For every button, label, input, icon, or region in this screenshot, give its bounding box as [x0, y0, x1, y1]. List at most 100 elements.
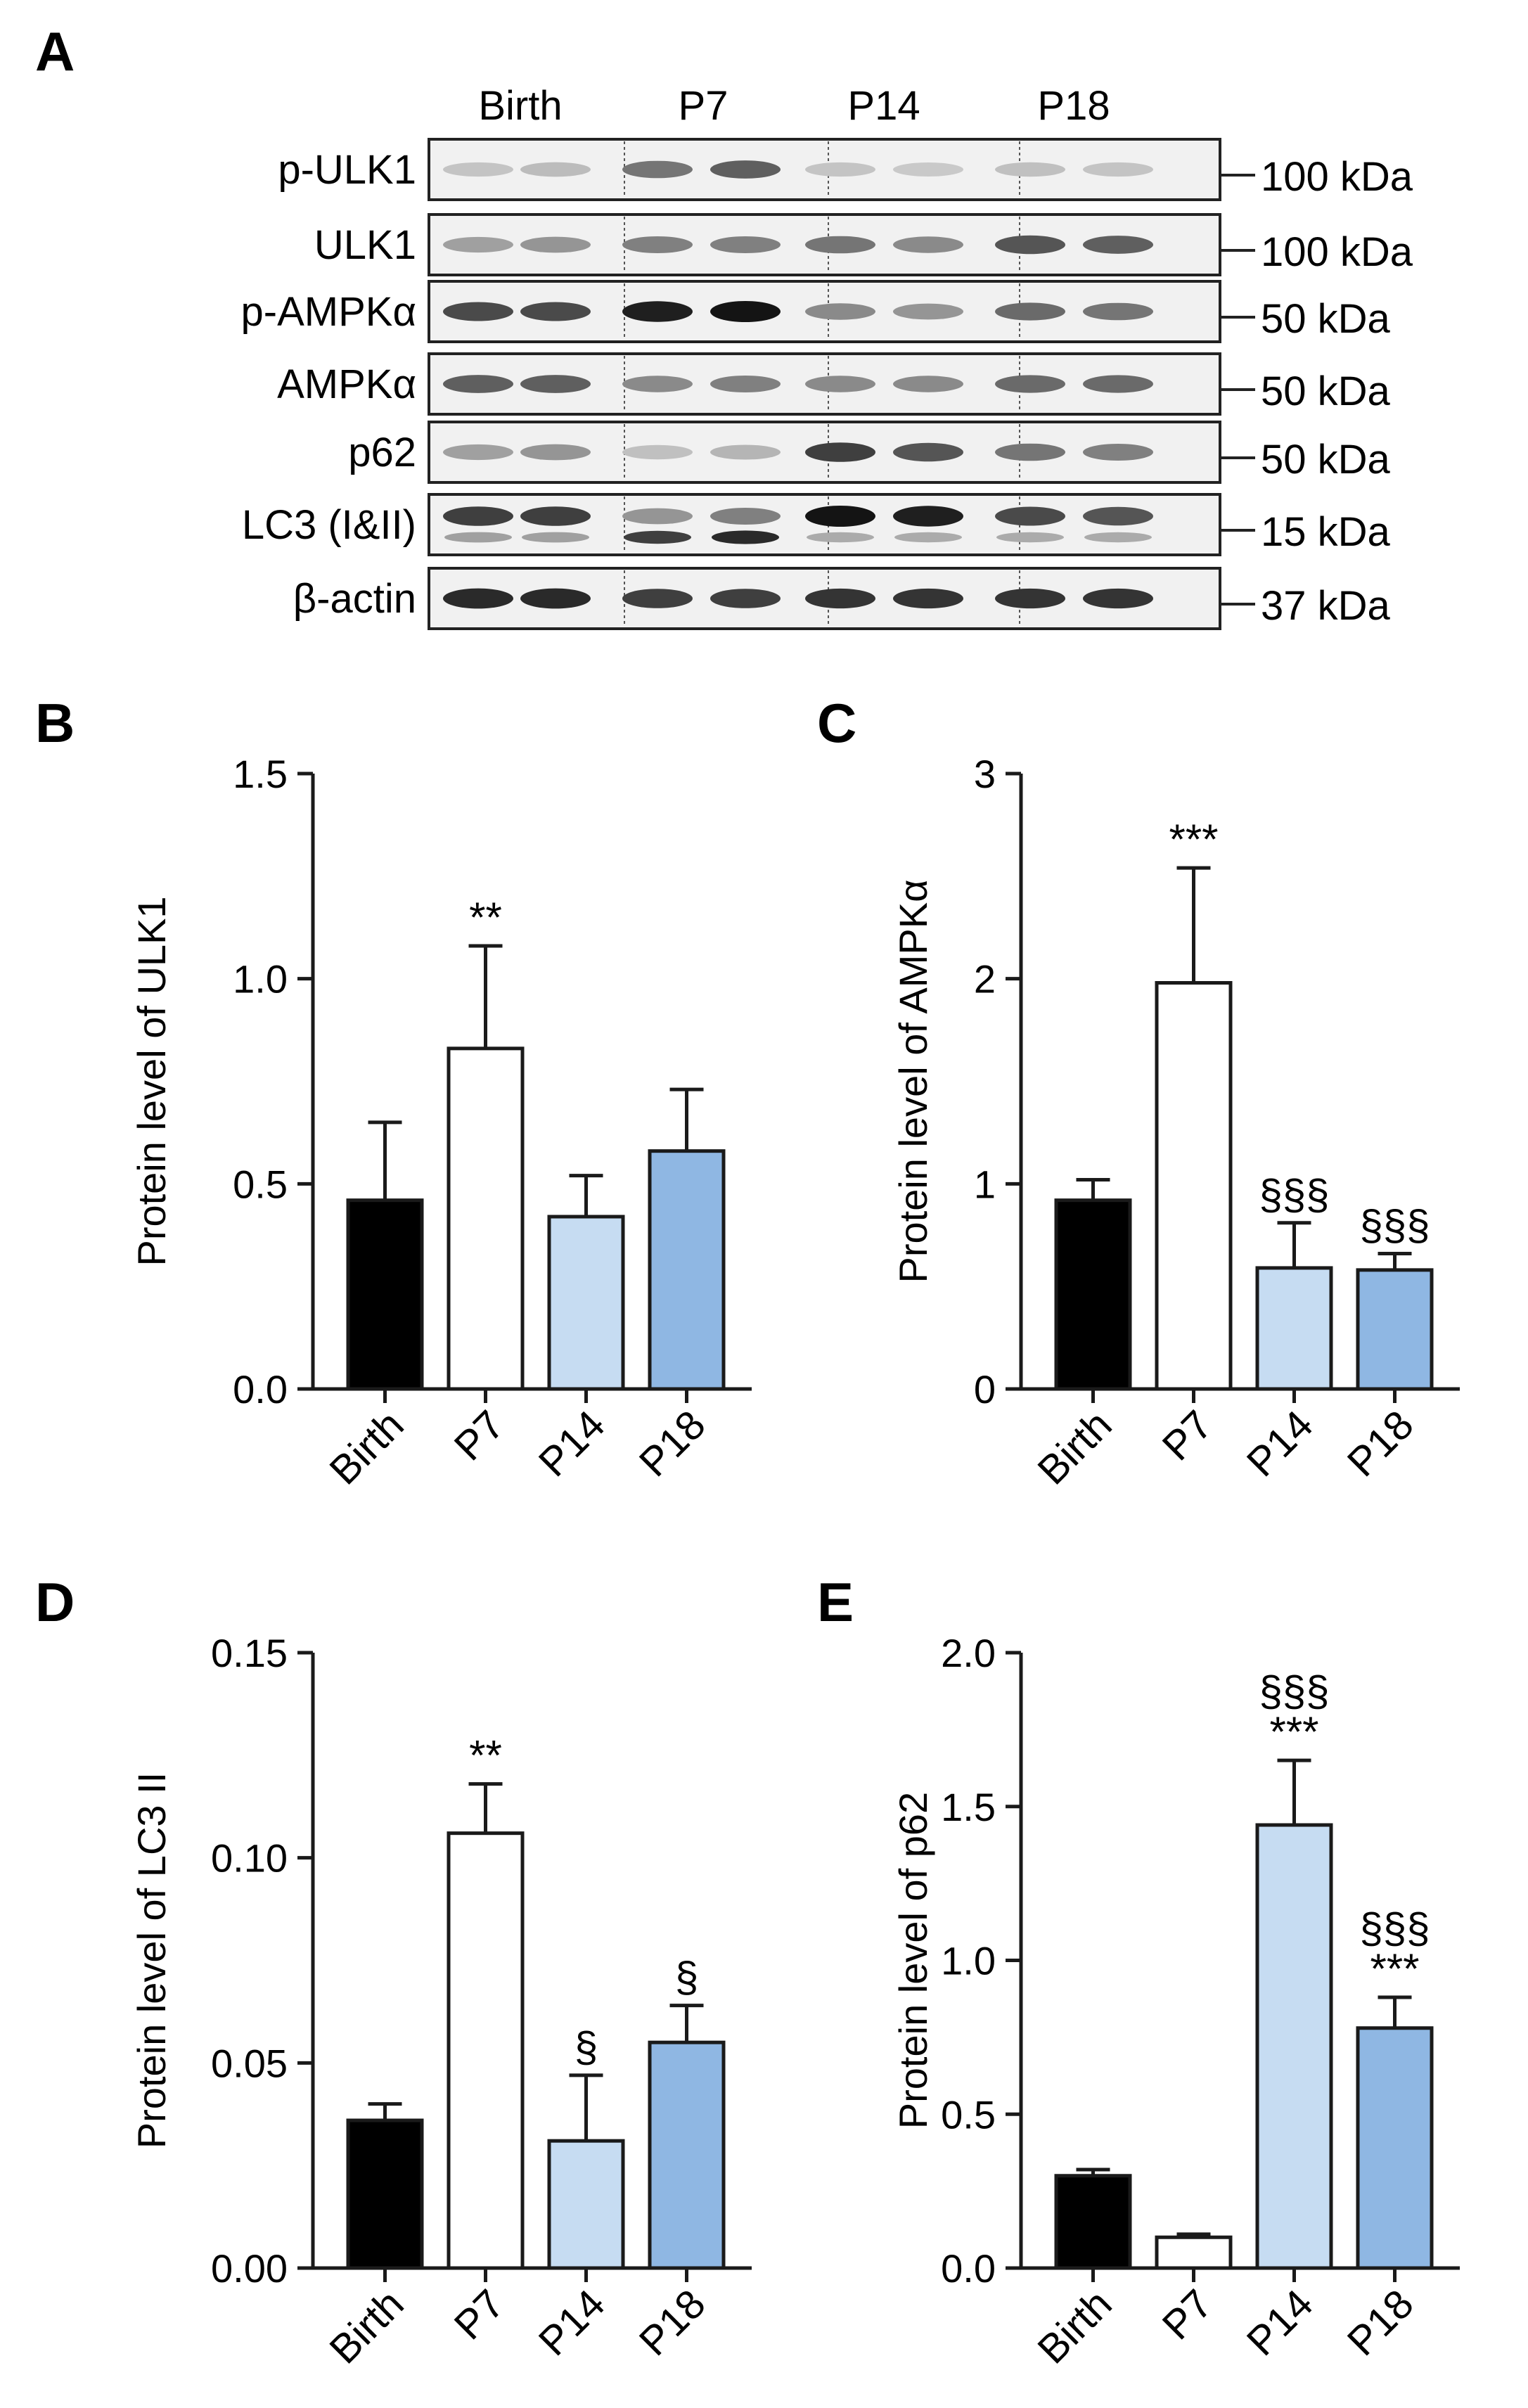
category-label-p18: P18	[631, 2281, 714, 2364]
blot-band	[622, 160, 693, 179]
blot-band	[893, 162, 963, 177]
blot-band	[520, 444, 591, 461]
kda-label: 15 kDa	[1261, 509, 1391, 555]
y-tick-label: 1.0	[941, 1939, 996, 1983]
blot-band	[622, 589, 693, 608]
blot-band	[893, 442, 963, 462]
y-axis-label: Protein level of AMPKα	[891, 880, 935, 1283]
y-axis-label: Protein level of ULK1	[129, 896, 174, 1266]
blot-band	[1083, 506, 1153, 526]
y-tick-label: 1.5	[941, 1785, 996, 1829]
blot-band	[443, 444, 513, 461]
blot-band	[995, 302, 1065, 321]
blot-band	[805, 588, 875, 609]
significance-label: §§§	[1359, 1904, 1430, 1952]
blot-band	[893, 506, 963, 527]
blot-band	[1083, 588, 1153, 609]
significance-label: §§§	[1259, 1667, 1329, 1715]
blot-band	[894, 532, 962, 543]
blot-band	[805, 236, 875, 254]
significance-label: §	[574, 2023, 598, 2070]
bar-p7	[1155, 981, 1233, 1391]
blot-band	[807, 532, 874, 543]
category-label-p18: P18	[1339, 2281, 1423, 2364]
blot-band	[443, 588, 513, 609]
blot-band	[622, 236, 693, 253]
bar-p14	[547, 1215, 625, 1391]
kda-label: 100 kDa	[1261, 154, 1413, 200]
panel-letter-a: A	[35, 20, 75, 82]
category-label-p14: P14	[1238, 1402, 1322, 1485]
panel-letter-c: C	[817, 692, 856, 754]
panel-letter-e: E	[817, 1571, 854, 1633]
blot-row-label: AMPKα	[277, 361, 416, 407]
blot-band	[710, 589, 781, 608]
significance-label: §§§	[1259, 1171, 1329, 1218]
blot-band	[893, 236, 963, 253]
category-label-p7: P7	[446, 1402, 513, 1469]
blot-band	[710, 236, 781, 253]
bar-birth	[346, 2118, 424, 2270]
blot-band	[622, 444, 693, 460]
blot-band	[520, 302, 591, 321]
y-tick-label: 0.00	[211, 2246, 288, 2291]
kda-label: 37 kDa	[1261, 583, 1391, 629]
category-label-p18: P18	[1339, 1402, 1423, 1485]
bar-p18	[1356, 2026, 1434, 2270]
blot-band	[443, 236, 513, 253]
category-label-birth: Birth	[321, 1402, 412, 1493]
blot-row-label: p62	[348, 430, 416, 475]
blot-band	[520, 375, 591, 393]
blot-band	[1083, 302, 1153, 321]
blot-band	[805, 162, 875, 177]
y-tick-label: 0.10	[211, 1836, 288, 1881]
category-label-p7: P7	[1154, 2281, 1221, 2348]
bar-p14	[547, 2139, 625, 2270]
y-tick-label: 0.0	[233, 1367, 288, 1411]
y-tick-label: 0.15	[211, 1631, 288, 1675]
category-label-p7: P7	[446, 2281, 513, 2348]
category-label-p14: P14	[530, 1402, 614, 1485]
bar-p7	[1155, 2235, 1233, 2270]
category-label-p14: P14	[530, 2281, 614, 2364]
blot-row-label: LC3 (I&II)	[242, 502, 416, 548]
bar-p7	[447, 1046, 525, 1391]
significance-label: §§§	[1359, 1202, 1430, 1249]
blot-row-label: β-actin	[293, 576, 416, 622]
blot-band	[443, 375, 513, 393]
y-tick-label: 0.05	[211, 2041, 288, 2085]
blot-band	[805, 303, 875, 320]
y-tick-label: 1	[974, 1162, 996, 1206]
y-tick-label: 2	[974, 957, 996, 1001]
bar-birth	[1054, 1198, 1132, 1391]
blot-band	[805, 376, 875, 392]
y-tick-label: 0.5	[941, 2092, 996, 2137]
category-label-p18: P18	[631, 1402, 714, 1485]
blot-band	[995, 375, 1065, 393]
blot-band	[995, 235, 1065, 255]
significance-label: ***	[1269, 1708, 1318, 1755]
western-blot: Birth P7 P14 P18 p-ULK1 100 kDa ULK1 100 kDa p-A…	[241, 83, 1413, 630]
blot-band	[712, 530, 779, 544]
blot-band	[443, 506, 513, 526]
blot-band	[1084, 532, 1152, 543]
blot-band	[893, 303, 963, 320]
significance-label: §	[675, 1954, 698, 2001]
blot-band	[710, 301, 781, 322]
chart-lc3: 0.00 0.05 0.10 0.15 Protein level of LC3 II B…	[129, 1631, 752, 2373]
lane-label-p14: P14	[847, 83, 920, 129]
blot-band	[995, 162, 1065, 177]
blot-band	[1083, 162, 1153, 177]
blot-band	[893, 588, 963, 609]
chart-ampk: 0 1 2 3 Protein level of AMPKα Birth P7 *** P14 §…	[891, 752, 1460, 1494]
blot-band	[520, 162, 591, 177]
blot-row-label: p-ULK1	[278, 147, 416, 193]
significance-label: ***	[1169, 816, 1218, 863]
bar-p7	[447, 1831, 525, 2270]
significance-label: **	[469, 894, 502, 941]
blot-band	[995, 506, 1065, 526]
blot-band	[522, 532, 589, 543]
kda-label: 100 kDa	[1261, 229, 1413, 275]
chart-p62: 0.0 0.5 1.0 1.5 2.0 Protein level of p62 Birth…	[891, 1631, 1460, 2373]
